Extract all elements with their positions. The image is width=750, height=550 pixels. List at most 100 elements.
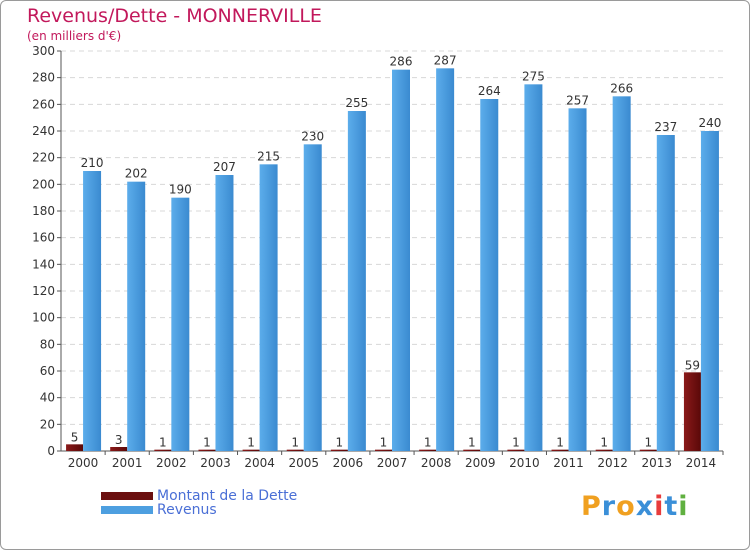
chart-subtitle: (en milliers d'€)	[27, 29, 122, 43]
bar-revenus-2003	[215, 175, 234, 451]
bar-dette-2001	[110, 447, 128, 451]
y-tick-label-40: 40	[40, 391, 55, 405]
data-label-dette-2002: 1	[159, 436, 167, 450]
bar-revenus-2000	[83, 171, 102, 451]
data-label-dette-2003: 1	[203, 436, 211, 450]
x-tick-label-2013: 2013	[642, 456, 673, 470]
x-tick-label-2007: 2007	[377, 456, 408, 470]
x-tick-label-2005: 2005	[288, 456, 319, 470]
x-tick-label-2012: 2012	[597, 456, 628, 470]
x-tick-label-2010: 2010	[509, 456, 540, 470]
chart-title: Revenus/Dette - MONNERVILLE	[27, 5, 322, 27]
x-tick-label-2014: 2014	[686, 456, 717, 470]
bar-dette-2014	[683, 372, 701, 451]
bar-revenus-2013	[656, 135, 675, 451]
bar-revenus-2010	[524, 84, 543, 451]
y-tick-label-240: 240	[32, 124, 55, 138]
data-label-revenus-2012: 266	[610, 81, 633, 95]
legend-label-revenus: Revenus	[157, 502, 217, 518]
bar-revenus-2012	[612, 96, 631, 451]
data-label-dette-2004: 1	[247, 436, 255, 450]
y-tick-label-0: 0	[47, 444, 55, 458]
x-tick-label-2000: 2000	[68, 456, 99, 470]
x-tick-label-2006: 2006	[333, 456, 364, 470]
y-tick-label-100: 100	[32, 311, 55, 325]
data-label-dette-2007: 1	[380, 436, 388, 450]
data-label-revenus-2008: 287	[434, 53, 457, 67]
bar-dette-2003	[198, 449, 216, 451]
y-tick-label-260: 260	[32, 97, 55, 111]
data-label-dette-2011: 1	[556, 436, 564, 450]
bar-dette-2010	[507, 449, 525, 451]
bar-revenus-2011	[568, 108, 587, 451]
y-tick-label-120: 120	[32, 284, 55, 298]
data-label-revenus-2003: 207	[213, 160, 236, 174]
bar-dette-2012	[595, 449, 613, 451]
bar-dette-2008	[419, 449, 437, 451]
proxiti-logo: Proxiti	[581, 491, 689, 522]
bar-revenus-2009	[480, 99, 499, 451]
data-label-dette-2013: 1	[644, 436, 652, 450]
x-tick-label-2011: 2011	[553, 456, 584, 470]
data-label-revenus-2010: 275	[522, 69, 545, 83]
data-label-revenus-2009: 264	[478, 84, 501, 98]
bar-dette-2013	[639, 449, 657, 451]
x-tick-label-2008: 2008	[421, 456, 452, 470]
y-tick-label-280: 280	[32, 71, 55, 85]
bar-dette-2009	[463, 449, 481, 451]
bar-dette-2002	[154, 449, 172, 451]
data-label-dette-2008: 1	[424, 436, 432, 450]
data-label-dette-2009: 1	[468, 436, 476, 450]
x-tick-label-2009: 2009	[465, 456, 496, 470]
y-tick-label-200: 200	[32, 177, 55, 191]
x-tick-label-2004: 2004	[244, 456, 275, 470]
logo-letter: r	[601, 491, 617, 522]
y-tick-label-180: 180	[32, 204, 55, 218]
logo-letter: P	[581, 491, 602, 522]
x-tick-label-2002: 2002	[156, 456, 187, 470]
data-label-revenus-2013: 237	[654, 120, 677, 134]
legend-item-revenus: Revenus	[101, 502, 217, 518]
data-labels: 5 210 3 202 1 190 1 207 1 215 1 230 1 255 1 286 1 287 1 264…	[71, 53, 722, 449]
data-label-dette-2005: 1	[291, 436, 299, 450]
data-label-revenus-2004: 215	[257, 149, 280, 163]
legend-swatch-revenus	[101, 506, 153, 514]
legend-label-dette: Montant de la Dette	[157, 488, 298, 504]
bar-revenus-2008	[436, 68, 455, 451]
bar-dette-2006	[330, 449, 348, 451]
data-label-revenus-2007: 286	[390, 55, 413, 69]
logo-letter: t	[664, 491, 679, 522]
logo-letter: x	[635, 491, 655, 522]
logo-letter: i	[678, 491, 689, 522]
bar-dette-2007	[375, 449, 392, 451]
bar-dette-2005	[286, 449, 304, 451]
data-label-revenus-2000: 210	[81, 156, 104, 170]
y-tick-label-300: 300	[32, 44, 55, 58]
x-tick-label-2001: 2001	[112, 456, 143, 470]
legend-swatch-dette	[101, 492, 153, 500]
data-label-revenus-2014: 240	[698, 116, 721, 130]
bar-dette-2000	[66, 444, 84, 451]
y-tick-label-220: 220	[32, 151, 55, 165]
logo-letter: o	[616, 491, 636, 522]
bar-dette-2004	[242, 449, 260, 451]
y-tick-label-60: 60	[40, 364, 55, 378]
data-label-revenus-2005: 230	[301, 129, 324, 143]
bar-revenus-2005	[303, 144, 322, 452]
data-label-revenus-2011: 257	[566, 93, 589, 107]
bar-revenus-2002	[171, 197, 190, 451]
logo-letter: i	[654, 491, 665, 522]
y-tick-label-160: 160	[32, 231, 55, 245]
data-label-dette-2000: 5	[71, 430, 79, 444]
bar-revenus-2007	[392, 69, 410, 452]
legend-item-dette: Montant de la Dette	[101, 488, 297, 504]
y-tick-label-140: 140	[32, 257, 55, 271]
data-label-dette-2012: 1	[600, 436, 608, 450]
bar-revenus-2006	[347, 111, 366, 451]
x-tick-label-2003: 2003	[200, 456, 231, 470]
data-label-dette-2014: 59	[685, 358, 700, 372]
y-tick-label-20: 20	[40, 417, 55, 431]
axes: 0 20 40 60 80 100 120 140 160 180 200 220 240 260 280 3…	[32, 44, 724, 470]
data-label-dette-2010: 1	[512, 436, 520, 450]
